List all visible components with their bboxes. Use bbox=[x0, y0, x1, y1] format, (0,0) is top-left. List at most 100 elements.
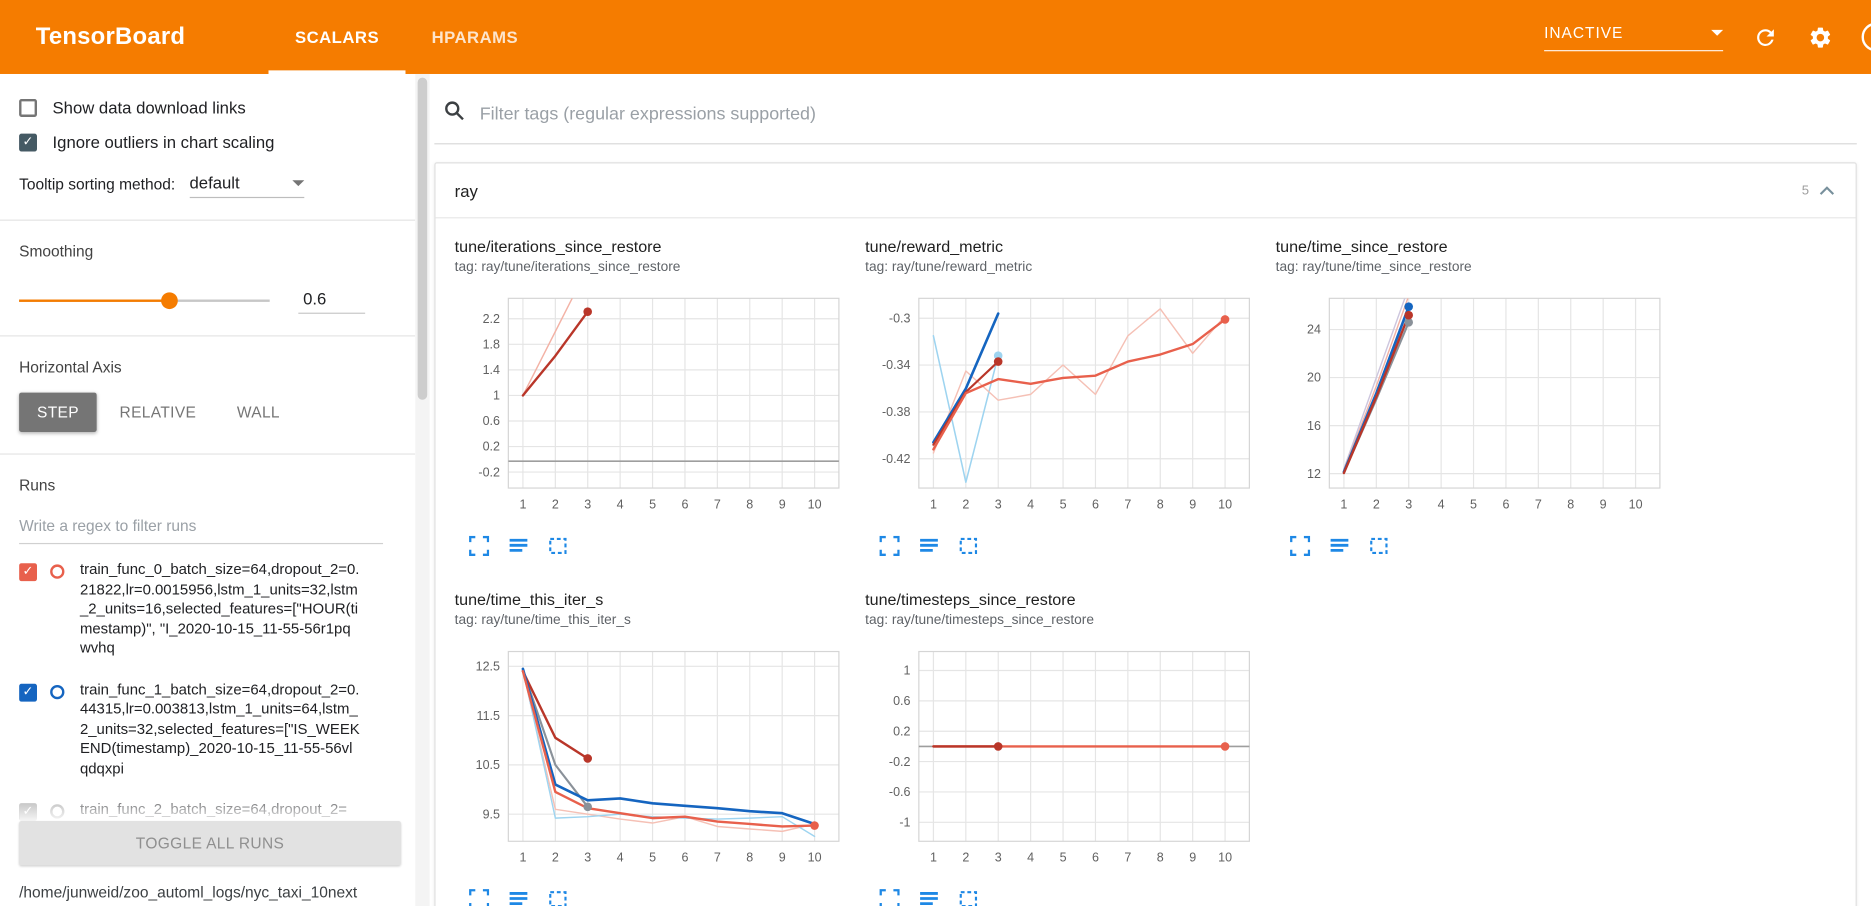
slider-fill bbox=[19, 298, 170, 302]
run-label: train_func_0_batch_size=64,dropout_2=0.2… bbox=[79, 560, 360, 657]
status-label: INACTIVE bbox=[1544, 23, 1624, 42]
svg-text:3: 3 bbox=[1405, 497, 1412, 511]
tag-filter-row bbox=[434, 91, 1857, 145]
svg-text:6: 6 bbox=[1092, 497, 1099, 511]
svg-text:4: 4 bbox=[1438, 497, 1445, 511]
tab-scalars[interactable]: SCALARS bbox=[269, 0, 406, 74]
run-selector-icon[interactable] bbox=[508, 889, 529, 906]
app-title: TensorBoard bbox=[35, 23, 186, 50]
checkbox-box[interactable]: ✓ bbox=[19, 98, 37, 117]
smoothing-slider[interactable] bbox=[19, 291, 270, 309]
settings-sidebar: ✓ Show data download links ✓ Ignore outl… bbox=[0, 73, 416, 906]
chart-title: tune/time_this_iter_s bbox=[454, 590, 604, 609]
svg-text:8: 8 bbox=[746, 497, 753, 511]
svg-text:2: 2 bbox=[552, 851, 559, 865]
search-icon bbox=[444, 100, 465, 127]
checkbox-box[interactable]: ✓ bbox=[19, 133, 37, 151]
smoothing-value-input[interactable]: 0.6 bbox=[298, 286, 366, 314]
checkbox-label: Ignore outliers in chart scaling bbox=[52, 132, 275, 152]
data-status-dropdown[interactable]: INACTIVE bbox=[1544, 23, 1724, 51]
svg-text:9: 9 bbox=[1600, 497, 1607, 511]
runs-filter-input[interactable] bbox=[19, 508, 384, 545]
svg-text:11.5: 11.5 bbox=[477, 709, 500, 723]
slider-thumb[interactable] bbox=[161, 291, 178, 309]
help-icon[interactable] bbox=[1861, 22, 1871, 52]
svg-text:9: 9 bbox=[1189, 497, 1196, 511]
tab-hparams[interactable]: HPARAMS bbox=[431, 27, 519, 47]
svg-text:5: 5 bbox=[649, 851, 656, 865]
svg-text:8: 8 bbox=[1157, 497, 1164, 511]
settings-gear-icon[interactable] bbox=[1807, 24, 1833, 50]
fit-domain-icon[interactable] bbox=[1369, 536, 1390, 557]
tag-group-header[interactable]: ray 5 bbox=[435, 163, 1856, 219]
svg-text:10: 10 bbox=[1629, 497, 1643, 511]
tooltip-sorting-dropdown[interactable]: default bbox=[189, 173, 305, 199]
check-icon: ✓ bbox=[22, 564, 34, 579]
svg-text:16: 16 bbox=[1307, 419, 1321, 433]
app-body: ✓ Show data download links ✓ Ignore outl… bbox=[0, 73, 1871, 906]
tag-filter-input[interactable] bbox=[477, 102, 1850, 126]
expand-chart-icon[interactable] bbox=[469, 889, 490, 906]
svg-text:20: 20 bbox=[1307, 371, 1321, 385]
svg-text:2: 2 bbox=[962, 851, 969, 865]
line-chart[interactable]: 1 2 3 4 5 6 7 8 9 10 -0.42 -0.38 -0.34 -0.3 bbox=[865, 289, 1261, 526]
scrollbar-thumb[interactable] bbox=[417, 77, 428, 400]
haxis-step-button[interactable]: STEP bbox=[19, 392, 97, 432]
fit-domain-icon[interactable] bbox=[548, 889, 569, 906]
chart-card: tune/time_since_restore tag: ray/tune/ti… bbox=[1276, 237, 1672, 557]
fit-domain-icon[interactable] bbox=[958, 536, 979, 557]
line-chart[interactable]: 1 2 3 4 5 6 7 8 9 10 -1 -0.6 -0.2 0.2 0.6 1 bbox=[865, 642, 1261, 879]
svg-text:3: 3 bbox=[584, 497, 591, 511]
run-radio[interactable] bbox=[50, 684, 65, 699]
svg-text:1: 1 bbox=[1340, 497, 1347, 511]
run-selector-icon[interactable] bbox=[919, 536, 940, 557]
expand-chart-icon[interactable] bbox=[879, 535, 900, 557]
line-chart[interactable]: 1 2 3 4 5 6 7 8 9 10 -0.2 0.2 0.6 1 1.4 1.8 2.2 bbox=[455, 289, 851, 526]
haxis-wall-button[interactable]: WALL bbox=[219, 393, 298, 432]
expand-chart-icon[interactable] bbox=[879, 889, 900, 906]
line-chart[interactable]: 1 2 3 4 5 6 7 8 9 10 12 16 20 24 bbox=[1276, 289, 1672, 526]
svg-text:0.6: 0.6 bbox=[483, 414, 500, 428]
fit-domain-icon[interactable] bbox=[958, 889, 979, 906]
svg-text:4: 4 bbox=[1027, 851, 1034, 865]
svg-text:1: 1 bbox=[930, 851, 937, 865]
show-download-links-checkbox[interactable]: ✓ Show data download links bbox=[19, 98, 415, 117]
refresh-icon[interactable] bbox=[1752, 24, 1778, 50]
runs-list: ✓ train_func_0_batch_size=64,dropout_2=0… bbox=[19, 549, 401, 831]
run-checkbox[interactable]: ✓ bbox=[19, 563, 37, 582]
svg-text:2: 2 bbox=[552, 497, 559, 511]
chart-tag: tag: ray/tune/iterations_since_restore bbox=[454, 260, 681, 275]
toggle-all-runs-button[interactable]: TOGGLE ALL RUNS bbox=[19, 820, 401, 866]
check-icon: ✓ bbox=[22, 134, 34, 149]
run-row[interactable]: ✓ train_func_0_batch_size=64,dropout_2=0… bbox=[19, 549, 401, 669]
svg-text:-1: -1 bbox=[899, 815, 910, 829]
tooltip-sorting-row: Tooltip sorting method: default bbox=[19, 173, 415, 199]
expand-chart-icon[interactable] bbox=[469, 535, 490, 557]
run-selector-icon[interactable] bbox=[919, 889, 940, 906]
run-radio[interactable] bbox=[50, 564, 65, 579]
run-selector-icon[interactable] bbox=[508, 536, 529, 557]
tag-group-count: 5 bbox=[1801, 183, 1810, 199]
svg-text:-0.6: -0.6 bbox=[889, 785, 911, 799]
svg-text:-0.2: -0.2 bbox=[478, 465, 500, 479]
svg-text:5: 5 bbox=[1060, 851, 1067, 865]
chart-card: tune/iterations_since_restore tag: ray/t… bbox=[455, 237, 851, 557]
scalars-dashboard: ray 5 tune/iterations_since_restore tag:… bbox=[429, 73, 1871, 906]
haxis-relative-button[interactable]: RELATIVE bbox=[102, 393, 215, 432]
svg-text:2: 2 bbox=[962, 497, 969, 511]
chart-title: tune/time_since_restore bbox=[1275, 237, 1448, 256]
run-selector-icon[interactable] bbox=[1329, 536, 1350, 557]
expand-chart-icon[interactable] bbox=[1290, 535, 1311, 557]
collapse-chevron-icon[interactable] bbox=[1817, 183, 1836, 202]
fit-domain-icon[interactable] bbox=[548, 536, 569, 557]
sidebar-scrollbar[interactable] bbox=[415, 73, 430, 906]
chart-actions bbox=[455, 535, 851, 557]
chart-tag: tag: ray/tune/time_since_restore bbox=[1275, 260, 1472, 275]
svg-text:-0.2: -0.2 bbox=[889, 755, 911, 769]
run-checkbox[interactable]: ✓ bbox=[19, 683, 37, 702]
line-chart[interactable]: 1 2 3 4 5 6 7 8 9 10 9.5 10.5 11.5 12.5 bbox=[455, 642, 851, 879]
svg-text:4: 4 bbox=[617, 497, 624, 511]
run-row[interactable]: ✓ train_func_1_batch_size=64,dropout_2=0… bbox=[19, 669, 401, 789]
ignore-outliers-checkbox[interactable]: ✓ Ignore outliers in chart scaling bbox=[19, 132, 415, 152]
